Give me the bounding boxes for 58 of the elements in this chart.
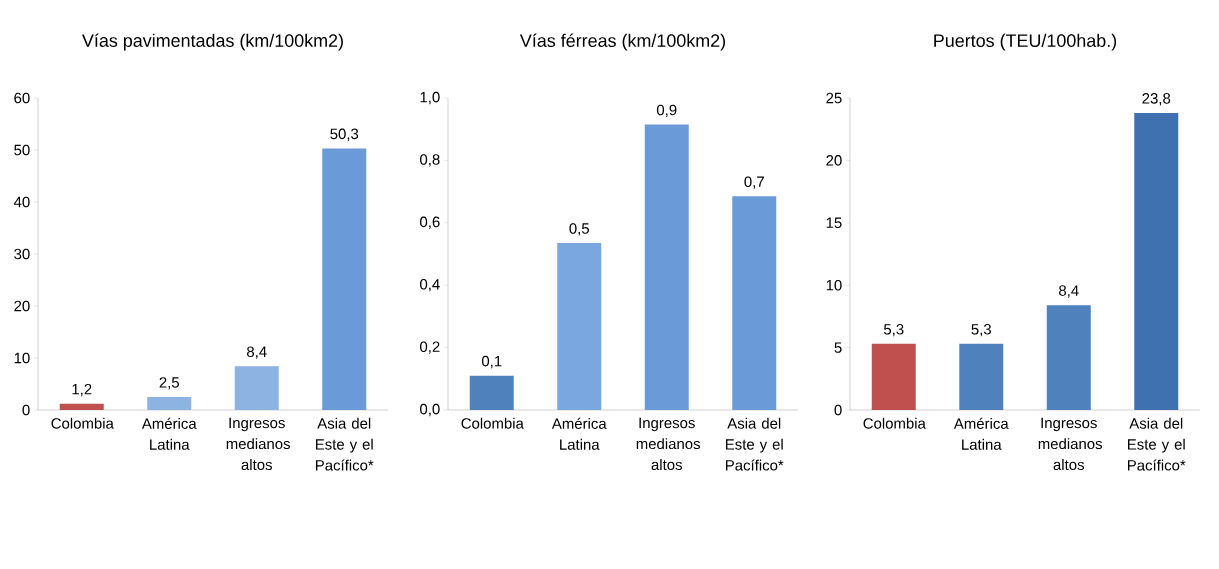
bar <box>234 366 279 410</box>
x-tick-label: Asia del Este y el Pacífico* <box>725 417 784 471</box>
data-label: 1,2 <box>72 383 92 397</box>
bar <box>59 403 104 410</box>
x-tick-label: Ingresos medianos altos <box>1038 417 1102 471</box>
chart-title: Vías pavimentadas (km/100km2) <box>82 33 343 51</box>
x-tick-label: Asia del Este y el Pacífico* <box>315 417 374 471</box>
y-tick-label: 25 <box>826 92 842 104</box>
data-label: 2,5 <box>159 377 180 390</box>
y-tick-label: 0,6 <box>420 216 440 229</box>
bar <box>959 343 1004 410</box>
data-label: 23,8 <box>1142 93 1171 106</box>
y-tick-label: 60 <box>14 92 30 104</box>
x-tick-label: Colombia <box>461 417 524 429</box>
y-tick-label: 0,2 <box>420 341 440 354</box>
bar <box>871 343 916 410</box>
y-tick-label: 50 <box>14 144 30 156</box>
data-label: 8,4 <box>1059 285 1079 298</box>
y-tick-label: 0,4 <box>420 279 440 292</box>
bar <box>644 124 689 410</box>
y-tick-label: 0 <box>834 404 842 416</box>
data-label: 0,1 <box>481 355 502 369</box>
x-tick-label: Colombia <box>51 417 114 429</box>
data-label: 5,3 <box>971 323 991 337</box>
y-tick-label: 20 <box>826 155 842 166</box>
data-label: 5,3 <box>883 323 904 337</box>
x-tick-label: América Latina <box>141 417 197 450</box>
bar <box>732 196 777 410</box>
y-tick-label: 0,8 <box>420 154 440 167</box>
y-tick-label: 5 <box>834 342 842 353</box>
chart-title: Puertos (TEU/100hab.) <box>934 33 1117 51</box>
data-label: 0,5 <box>569 223 590 236</box>
x-tick-label: Asia del Este y el Pacífico* <box>1128 417 1186 471</box>
data-label: 0,9 <box>656 104 677 117</box>
x-tick-label: Ingresos medianos altos <box>226 417 290 471</box>
bar <box>147 397 192 410</box>
y-tick-label: 10 <box>826 279 842 291</box>
bar <box>469 375 514 410</box>
chart-title: Vías férreas (km/100km2) <box>519 33 726 51</box>
data-label: 50,3 <box>330 128 359 141</box>
data-label: 0,7 <box>744 176 764 189</box>
y-tick-label: 20 <box>14 300 30 312</box>
bar <box>557 243 602 410</box>
data-label: 8,4 <box>247 346 267 359</box>
y-tick-label: 30 <box>14 248 30 260</box>
y-tick-label: 0 <box>22 404 30 416</box>
x-tick-label: Ingresos medianos altos <box>636 417 700 471</box>
x-tick-label: América Latina <box>551 417 607 450</box>
y-tick-label: 10 <box>14 352 30 364</box>
y-tick-label: 0,0 <box>420 403 440 417</box>
bar <box>1046 305 1091 410</box>
y-tick-label: 15 <box>826 217 842 229</box>
x-tick-label: América Latina <box>953 417 1009 450</box>
bar <box>1134 112 1179 410</box>
y-tick-label: 1,0 <box>420 91 440 105</box>
bar <box>322 148 367 410</box>
y-tick-label: 40 <box>13 196 30 208</box>
x-tick-label: Colombia <box>863 417 926 429</box>
